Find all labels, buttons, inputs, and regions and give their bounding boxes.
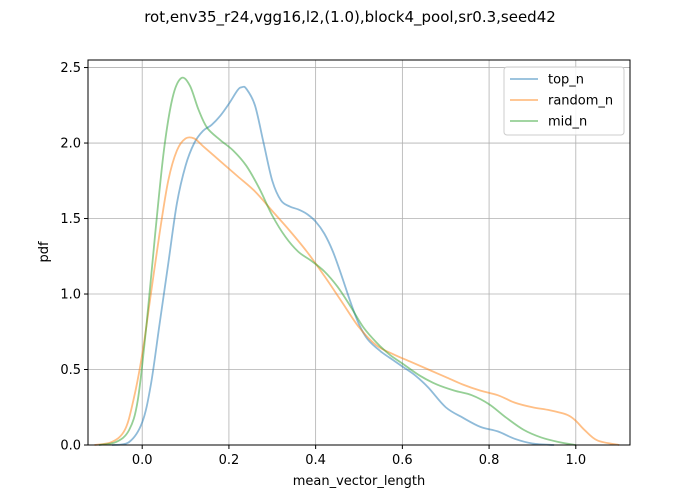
legend-label-top-n: top_n bbox=[548, 73, 584, 88]
legend: top_n random_n mid_n bbox=[503, 66, 625, 136]
y-tick-label: 2.5 bbox=[60, 61, 81, 76]
series-lines bbox=[94, 76, 620, 446]
y-axis-label: pdf bbox=[37, 241, 52, 263]
plot-frame bbox=[87, 59, 631, 446]
series-line-top-n bbox=[111, 85, 555, 446]
x-tick-label: 0.6 bbox=[392, 453, 413, 468]
legend-box bbox=[503, 66, 625, 136]
legend-label-random-n: random_n bbox=[548, 94, 613, 109]
y-tick-label: 1.0 bbox=[60, 288, 81, 303]
x-tick-label: 0.8 bbox=[479, 453, 500, 468]
x-axis-ticks: 0.0 0.2 0.4 0.6 0.8 1.0 bbox=[132, 445, 586, 468]
legend-label-mid-n: mid_n bbox=[548, 115, 587, 130]
x-axis-label: mean_vector_length bbox=[293, 474, 426, 489]
x-tick-label: 0.2 bbox=[219, 453, 240, 468]
series-line-mid-n bbox=[98, 76, 576, 446]
y-tick-label: 1.5 bbox=[60, 212, 81, 227]
chart-title: rot,env35_r24,vgg16,l2,(1.0),block4_pool… bbox=[144, 8, 556, 27]
x-tick-label: 1.0 bbox=[565, 453, 586, 468]
series-line-random-n bbox=[94, 136, 620, 446]
y-axis-ticks: 0.0 0.5 1.0 1.5 2.0 2.5 bbox=[60, 61, 88, 454]
x-tick-label: 0.0 bbox=[132, 453, 153, 468]
y-tick-label: 0.5 bbox=[60, 363, 81, 378]
y-tick-label: 0.0 bbox=[60, 439, 81, 454]
x-tick-label: 0.4 bbox=[305, 453, 326, 468]
y-tick-label: 2.0 bbox=[60, 137, 81, 152]
